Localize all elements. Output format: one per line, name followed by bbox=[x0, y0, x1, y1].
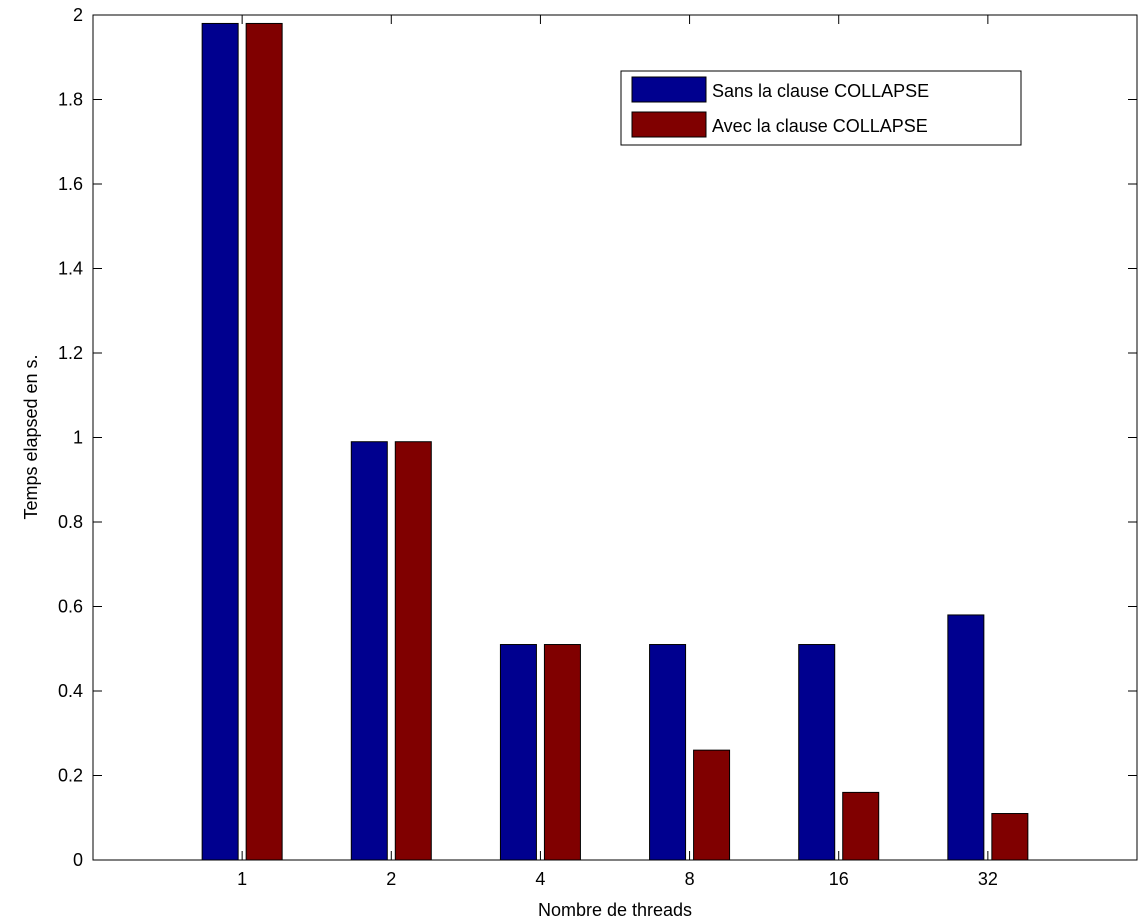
legend-swatch-avec bbox=[631, 111, 707, 138]
y-tick-label: 2 bbox=[73, 5, 83, 25]
bar-avec-32 bbox=[991, 813, 1029, 861]
bar-sans-16 bbox=[798, 644, 836, 861]
y-tick-label: 1.4 bbox=[58, 259, 83, 279]
bar-sans-4 bbox=[499, 644, 537, 861]
bar-sans-32 bbox=[947, 614, 985, 861]
bar-avec-1 bbox=[245, 22, 283, 861]
bar-avec-4 bbox=[543, 644, 581, 861]
bar-sans-8 bbox=[649, 644, 687, 861]
bar-avec-2 bbox=[394, 441, 432, 861]
y-tick-label: 1.2 bbox=[58, 343, 83, 363]
x-tick-label: 32 bbox=[978, 869, 998, 889]
bar-avec-16 bbox=[842, 791, 880, 861]
x-tick-label: 2 bbox=[386, 869, 396, 889]
x-axis-label: Nombre de threads bbox=[538, 900, 692, 920]
y-tick-label: 1.8 bbox=[58, 90, 83, 110]
y-tick-label: 0 bbox=[73, 850, 83, 870]
y-tick-label: 0.8 bbox=[58, 512, 83, 532]
y-axis-label: Temps elapsed en s. bbox=[21, 354, 41, 519]
y-tick-label: 0.2 bbox=[58, 766, 83, 786]
y-axis: 0 0.2 0.4 0.6 0.8 1 1.2 1.4 1.6 1.8 2 bbox=[58, 5, 1137, 870]
x-tick-label: 1 bbox=[237, 869, 247, 889]
x-tick-label: 16 bbox=[829, 869, 849, 889]
y-tick-label: 1.6 bbox=[58, 174, 83, 194]
legend-label-sans: Sans la clause COLLAPSE bbox=[712, 81, 929, 101]
y-tick-label: 1 bbox=[73, 428, 83, 448]
bar-sans-1 bbox=[201, 22, 239, 861]
legend: Sans la clause COLLAPSE Avec la clause C… bbox=[620, 70, 1022, 146]
x-axis: 1 2 4 8 16 32 bbox=[237, 15, 998, 889]
y-tick-label: 0.6 bbox=[58, 597, 83, 617]
legend-label-avec: Avec la clause COLLAPSE bbox=[712, 116, 928, 136]
x-tick-label: 8 bbox=[685, 869, 695, 889]
legend-swatch-sans bbox=[631, 76, 707, 103]
bar-avec-8 bbox=[693, 749, 731, 861]
y-tick-label: 0.4 bbox=[58, 681, 83, 701]
bars-group bbox=[201, 22, 1029, 861]
bar-sans-2 bbox=[350, 441, 388, 861]
x-tick-label: 4 bbox=[535, 869, 545, 889]
